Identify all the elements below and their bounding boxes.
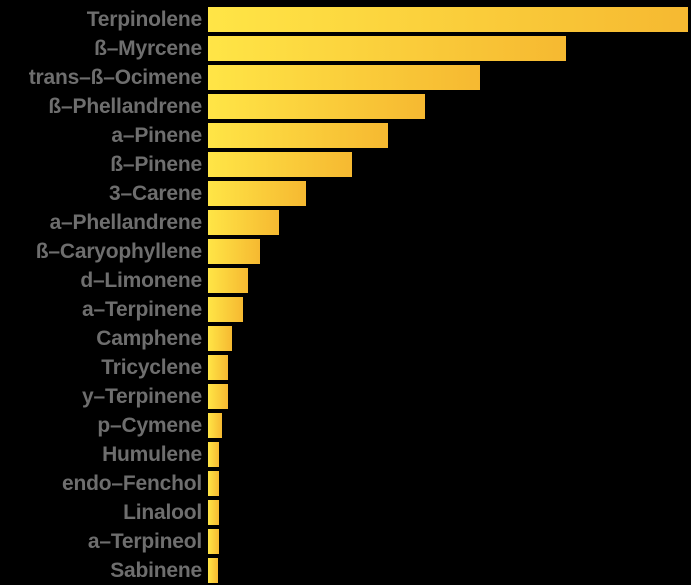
value-bar: [208, 94, 425, 119]
bar-track: [208, 181, 691, 206]
value-bar: [208, 7, 688, 32]
value-bar: [208, 36, 566, 61]
category-label: y–Terpinene: [82, 385, 202, 408]
bar-track: [208, 268, 691, 293]
bar-track: [208, 210, 691, 235]
category-label: Terpinolene: [86, 8, 202, 31]
chart-row: 3–Carene: [0, 179, 691, 208]
category-label: ß–Phellandrene: [48, 95, 202, 118]
value-bar: [208, 297, 243, 322]
bar-track: [208, 152, 691, 177]
bar-track: [208, 297, 691, 322]
value-bar: [208, 268, 248, 293]
value-bar: [208, 442, 219, 467]
bar-track: [208, 7, 691, 32]
category-label: Linalool: [123, 501, 202, 524]
value-bar: [208, 500, 219, 525]
chart-row: y–Terpinene: [0, 382, 691, 411]
bar-track: [208, 65, 691, 90]
value-bar: [208, 152, 352, 177]
value-bar: [208, 239, 260, 264]
bar-track: [208, 36, 691, 61]
category-label: ß–Caryophyllene: [35, 240, 202, 263]
chart-row: d–Limonene: [0, 266, 691, 295]
bar-track: [208, 529, 691, 554]
bar-track: [208, 384, 691, 409]
bar-track: [208, 442, 691, 467]
bar-track: [208, 471, 691, 496]
value-bar: [208, 355, 228, 380]
chart-row: a–Pinene: [0, 121, 691, 150]
category-label: endo–Fenchol: [62, 472, 202, 495]
bar-track: [208, 558, 691, 583]
chart-row: trans–ß–Ocimene: [0, 63, 691, 92]
category-label: Tricyclene: [101, 356, 202, 379]
chart-row: ß–Myrcene: [0, 34, 691, 63]
chart-row: endo–Fenchol: [0, 469, 691, 498]
chart-row: Tricyclene: [0, 353, 691, 382]
chart-row: ß–Phellandrene: [0, 92, 691, 121]
value-bar: [208, 384, 228, 409]
category-label: Camphene: [96, 327, 202, 350]
value-bar: [208, 210, 279, 235]
category-label: a–Terpinene: [82, 298, 202, 321]
value-bar: [208, 471, 219, 496]
value-bar: [208, 181, 306, 206]
bar-track: [208, 413, 691, 438]
category-label: a–Terpineol: [87, 530, 202, 553]
value-bar: [208, 529, 219, 554]
category-label: 3–Carene: [109, 182, 202, 205]
category-label: ß–Myrcene: [94, 37, 202, 60]
chart-row: Sabinene: [0, 556, 691, 585]
value-bar: [208, 413, 222, 438]
category-label: d–Limonene: [80, 269, 202, 292]
value-bar: [208, 123, 388, 148]
chart-row: Camphene: [0, 324, 691, 353]
category-label: a–Phellandrene: [49, 211, 203, 234]
category-label: p–Cymene: [97, 414, 202, 437]
chart-row: a–Terpinene: [0, 295, 691, 324]
category-label: Sabinene: [110, 559, 202, 582]
bar-track: [208, 239, 691, 264]
value-bar: [208, 65, 480, 90]
bar-track: [208, 94, 691, 119]
value-bar: [208, 326, 232, 351]
category-label: trans–ß–Ocimene: [28, 66, 202, 89]
bar-track: [208, 326, 691, 351]
bar-track: [208, 500, 691, 525]
chart-row: Terpinolene: [0, 5, 691, 34]
bar-track: [208, 355, 691, 380]
chart-row: a–Terpineol: [0, 527, 691, 556]
category-label: ß–Pinene: [110, 153, 202, 176]
bar-track: [208, 123, 691, 148]
category-label: Humulene: [102, 443, 202, 466]
chart-row: Humulene: [0, 440, 691, 469]
chart-row: Linalool: [0, 498, 691, 527]
chart-row: ß–Pinene: [0, 150, 691, 179]
chart-row: p–Cymene: [0, 411, 691, 440]
category-label: a–Pinene: [111, 124, 202, 147]
value-bar: [208, 558, 218, 583]
chart-row: a–Phellandrene: [0, 208, 691, 237]
chart-row: ß–Caryophyllene: [0, 237, 691, 266]
